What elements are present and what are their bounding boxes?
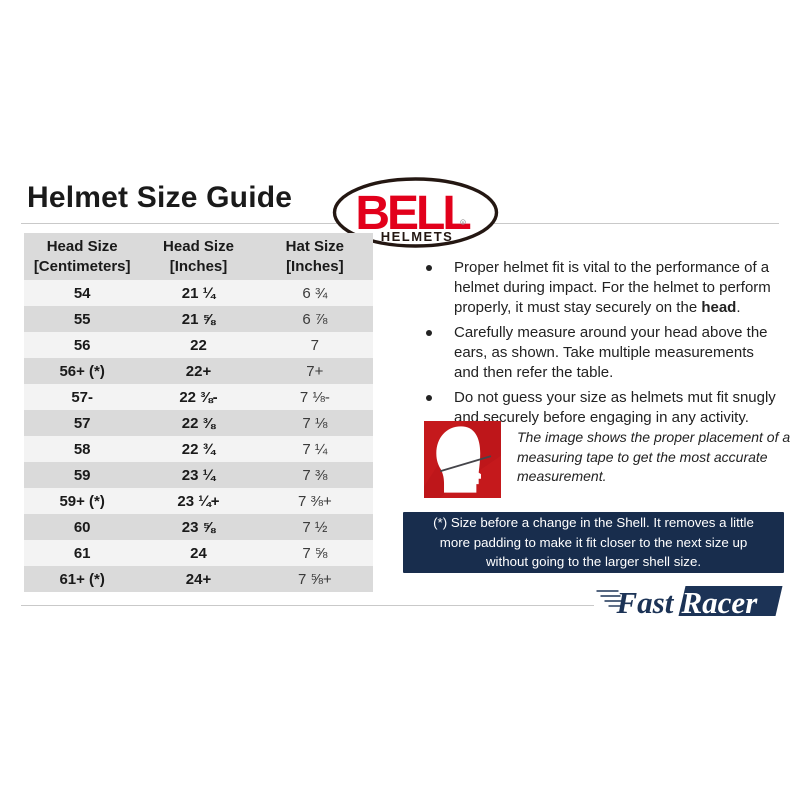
svg-text:Fast: Fast <box>616 585 675 617</box>
svg-text:HELMETS: HELMETS <box>381 229 454 244</box>
svg-text:Racer: Racer <box>681 585 759 617</box>
